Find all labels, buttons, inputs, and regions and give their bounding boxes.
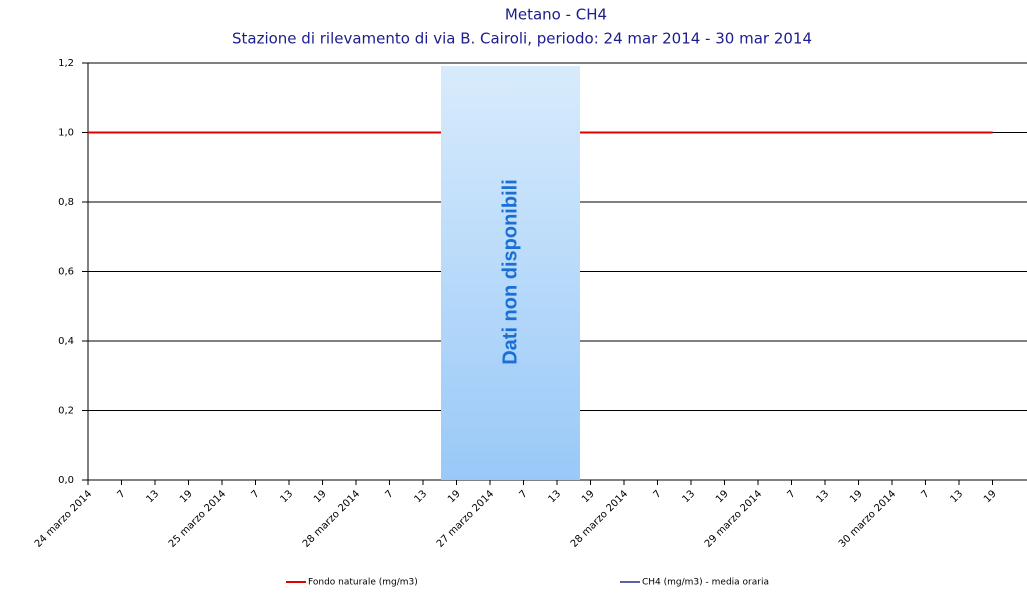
x-tick-label: 13 <box>278 488 295 505</box>
x-tick-label: 13 <box>814 488 831 505</box>
x-tick-label: 19 <box>312 488 329 505</box>
x-tick-label: 7 <box>517 488 529 500</box>
y-tick-label: 0,2 <box>58 406 74 417</box>
x-tick-label: 13 <box>412 488 429 505</box>
x-tick-label: 13 <box>144 488 161 505</box>
x-tick-label: 19 <box>580 488 597 505</box>
x-tick-label: 13 <box>948 488 965 505</box>
x-tick-label: 7 <box>249 488 261 500</box>
y-tick-label: 0,0 <box>58 475 74 486</box>
legend-label: CH4 (mg/m3) - media oraria <box>642 578 769 588</box>
x-tick-label: 28 marzo 2014 <box>569 488 630 549</box>
chart-title: Metano - CH4 <box>505 6 607 24</box>
x-tick-label: 7 <box>115 488 127 500</box>
x-tick-label: 13 <box>546 488 563 505</box>
x-tick-label: 19 <box>982 488 999 505</box>
chart-subtitle: Stazione di rilevamento di via B. Cairol… <box>232 30 812 48</box>
x-tick-label: 19 <box>178 488 195 505</box>
no-data-band <box>441 66 580 480</box>
y-tick-label: 1,0 <box>58 128 74 139</box>
legend-label: Fondo naturale (mg/m3) <box>308 578 418 588</box>
x-tick-label: 19 <box>714 488 731 505</box>
annotation: Dati non disponibili <box>499 179 521 365</box>
x-tick-label: 27 marzo 2014 <box>435 488 496 549</box>
x-tick-label: 7 <box>383 488 395 500</box>
x-tick-label: 24 marzo 2014 <box>33 488 94 549</box>
x-tick-label: 30 marzo 2014 <box>837 488 898 549</box>
y-tick-label: 1,2 <box>58 58 74 69</box>
y-tick-label: 0,8 <box>58 197 74 208</box>
x-tick-label: 7 <box>919 488 931 500</box>
x-tick-label: 25 marzo 2014 <box>167 488 228 549</box>
y-tick-label: 0,4 <box>58 336 74 347</box>
y-tick-label: 0,6 <box>58 267 74 278</box>
x-tick-label: 28 marzo 2014 <box>301 488 362 549</box>
x-tick-label: 7 <box>785 488 797 500</box>
x-tick-label: 29 marzo 2014 <box>703 488 764 549</box>
x-tick-label: 19 <box>446 488 463 505</box>
x-tick-label: 19 <box>848 488 865 505</box>
x-tick-label: 7 <box>651 488 663 500</box>
x-tick-label: 13 <box>680 488 697 505</box>
